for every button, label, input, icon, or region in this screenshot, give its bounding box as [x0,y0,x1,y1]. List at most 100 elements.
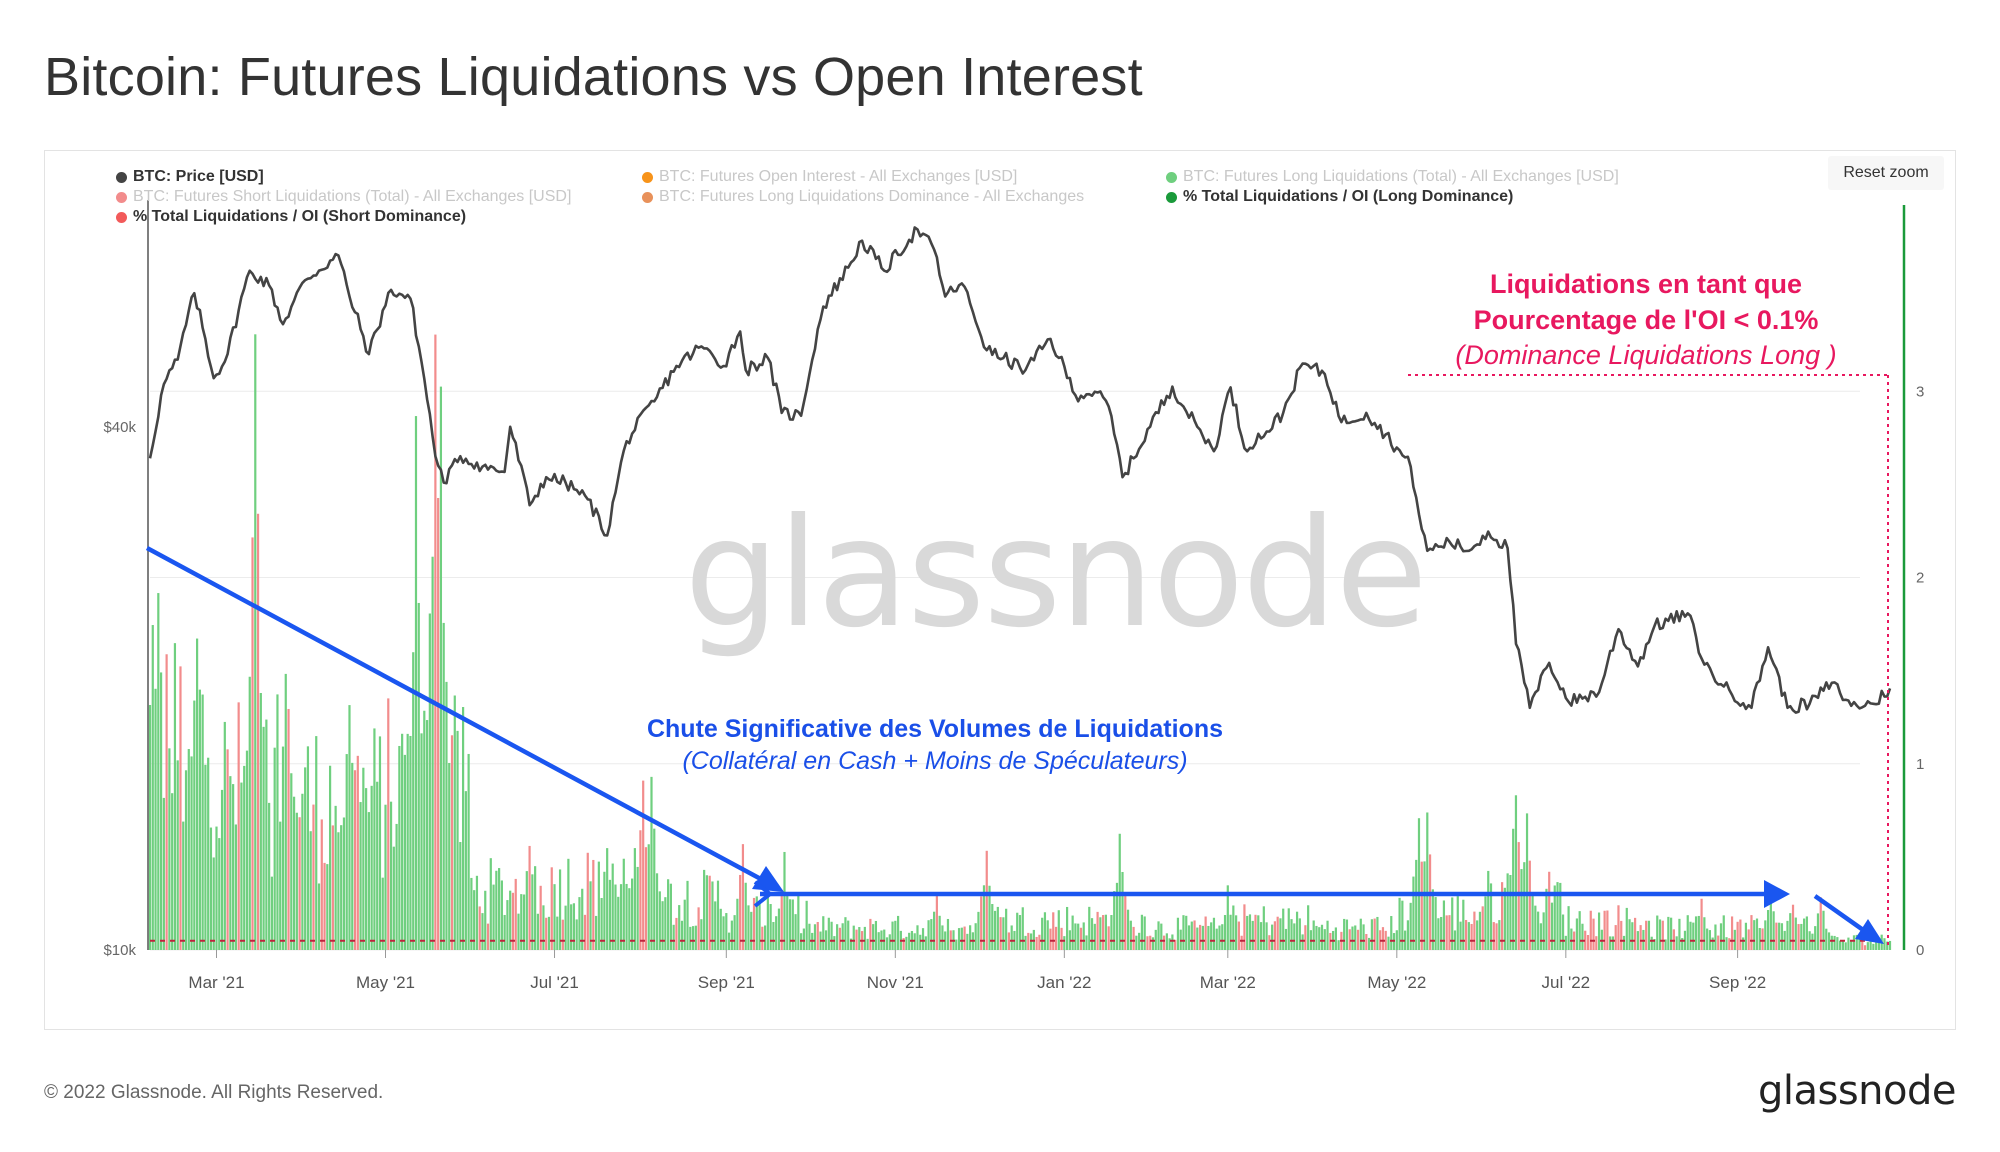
short-liquidation-bar [708,875,711,950]
long-liquidation-bar [766,896,769,950]
long-liquidation-bar [1534,905,1537,950]
long-liquidation-bar [467,753,470,950]
long-liquidation-bar [473,890,476,950]
legend-item[interactable]: BTC: Futures Open Interest - All Exchang… [642,168,1017,186]
footer-logo[interactable]: glassnode [1757,1068,1957,1114]
long-liquidation-bar [631,878,634,950]
short-liquidation-bar [1481,906,1484,950]
short-liquidation-bar [1079,927,1083,950]
long-liquidation-bar [270,876,274,950]
short-liquidation-bar [1861,941,1864,950]
long-liquidation-bar [558,869,562,950]
long-liquidation-bar [650,776,653,950]
long-liquidation-bar [974,923,977,950]
legend-item[interactable]: BTC: Futures Long Liquidations Dominance… [642,188,1084,206]
long-liquidation-bar [841,923,844,950]
long-liquidation-bar [517,913,520,950]
long-liquidation-bar [1550,902,1554,950]
long-liquidation-bar [337,832,340,950]
long-liquidation-bar [414,416,418,951]
short-liquidation-bar [511,892,515,950]
legend-dot-icon [642,191,653,203]
long-liquidation-bar [858,927,861,950]
long-liquidation-bar [1046,920,1049,950]
long-liquidation-bar [553,884,556,950]
page-title: Bitcoin: Futures Liquidations vs Open In… [44,47,1143,107]
long-liquidation-bar [384,804,387,950]
legend-item[interactable]: % Total Liquidations / OI (Short Dominan… [116,208,466,226]
short-liquidation-bar [592,859,595,950]
long-liquidation-bar [1678,918,1681,950]
left-axis-tick-label: $10k [103,942,136,959]
long-liquidation-bar [1115,882,1119,950]
long-liquidation-bar [722,916,725,950]
long-liquidation-bar [420,733,423,950]
long-liquidation-bar [1024,935,1027,950]
legend-item[interactable]: % Total Liquidations / OI (Long Dominanc… [1166,188,1513,206]
long-liquidation-bar [342,817,346,950]
reset-zoom-button[interactable]: Reset zoom [1828,156,1944,190]
long-liquidation-bar [1803,918,1806,950]
long-liquidation-bar [1725,937,1728,950]
long-liquidation-bar [711,881,714,950]
long-liquidation-bar [1459,921,1462,950]
long-liquidation-bar [1753,920,1756,950]
long-liquidation-bar [1778,922,1781,950]
long-liquidation-bar [1182,915,1185,950]
legend-dot-icon [116,211,127,223]
legend-item[interactable]: BTC: Futures Long Liquidations (Total) -… [1166,168,1619,186]
short-liquidation-bar [761,926,764,950]
long-liquidation-bar [534,866,537,950]
long-liquidation-bar [1875,938,1878,950]
long-liquidation-bar [736,898,739,950]
long-liquidation-bar [686,880,689,950]
long-liquidation-bar [281,746,285,950]
long-liquidation-bar [1506,873,1509,950]
legend-item[interactable]: BTC: Futures Short Liquidations (Total) … [116,188,571,206]
short-liquidation-bar [642,780,645,950]
long-liquidation-bar [1135,935,1138,950]
long-liquidation-bar [1318,927,1321,950]
short-liquidation-bar [1162,935,1166,950]
x-axis-tick-label: Jul '21 [530,973,579,992]
long-liquidation-bar [412,652,415,950]
long-liquidation-bar [381,877,384,950]
long-liquidation-bar [1503,887,1506,950]
annotation-right-subtitle: (Dominance Liquidations Long ) [1455,340,1836,370]
long-liquidation-bar [1295,911,1299,950]
long-liquidation-bar [1262,906,1265,950]
short-liquidation-bar [1495,923,1498,950]
long-liquidation-bar [1581,923,1584,950]
long-liquidation-bar [1545,888,1548,950]
long-liquidation-bar [212,857,215,950]
long-liquidation-bar [378,736,382,950]
long-liquidation-bar [229,776,232,950]
long-liquidation-bar [392,846,395,950]
long-liquidation-bar [148,704,152,950]
long-liquidation-bar [1312,920,1315,950]
long-liquidation-bar [988,885,991,950]
long-liquidation-bar [1597,912,1601,950]
long-liquidation-bar [1789,913,1792,950]
long-liquidation-bar [1212,917,1216,950]
long-liquidation-bar [1858,936,1861,950]
short-liquidation-bar [437,497,440,950]
short-liquidation-bar [434,334,437,950]
long-liquidation-bar [672,924,675,950]
long-liquidation-bar [1456,896,1459,950]
short-liquidation-bar [1548,871,1551,950]
x-axis-tick-label: Mar '21 [188,973,244,992]
short-liquidation-bar [1645,920,1648,950]
long-liquidation-bar [1196,927,1199,950]
long-liquidation-bar [1852,935,1856,950]
short-liquidation-bar [1146,936,1149,950]
long-liquidation-bar [295,812,298,950]
long-liquidation-bar [223,721,226,950]
long-liquidation-bar [506,900,509,950]
legend-item[interactable]: BTC: Price [USD] [116,168,264,186]
long-liquidation-bar [398,745,401,950]
long-liquidation-bar [775,916,778,950]
short-liquidation-bar [1606,910,1609,950]
long-liquidation-bar [1126,909,1130,950]
